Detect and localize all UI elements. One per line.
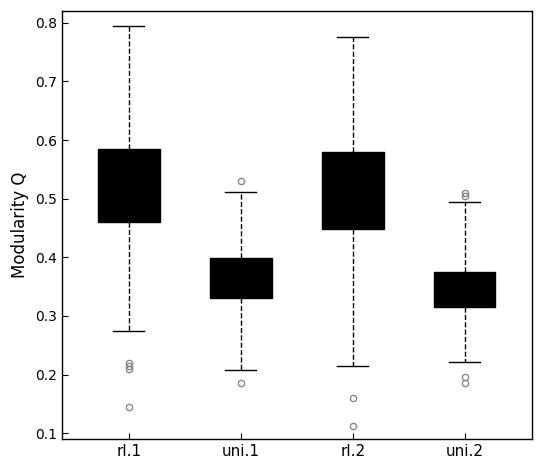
Y-axis label: Modularity Q: Modularity Q (11, 172, 29, 278)
PathPatch shape (98, 149, 160, 222)
PathPatch shape (322, 152, 383, 229)
PathPatch shape (210, 258, 272, 298)
PathPatch shape (434, 272, 496, 307)
